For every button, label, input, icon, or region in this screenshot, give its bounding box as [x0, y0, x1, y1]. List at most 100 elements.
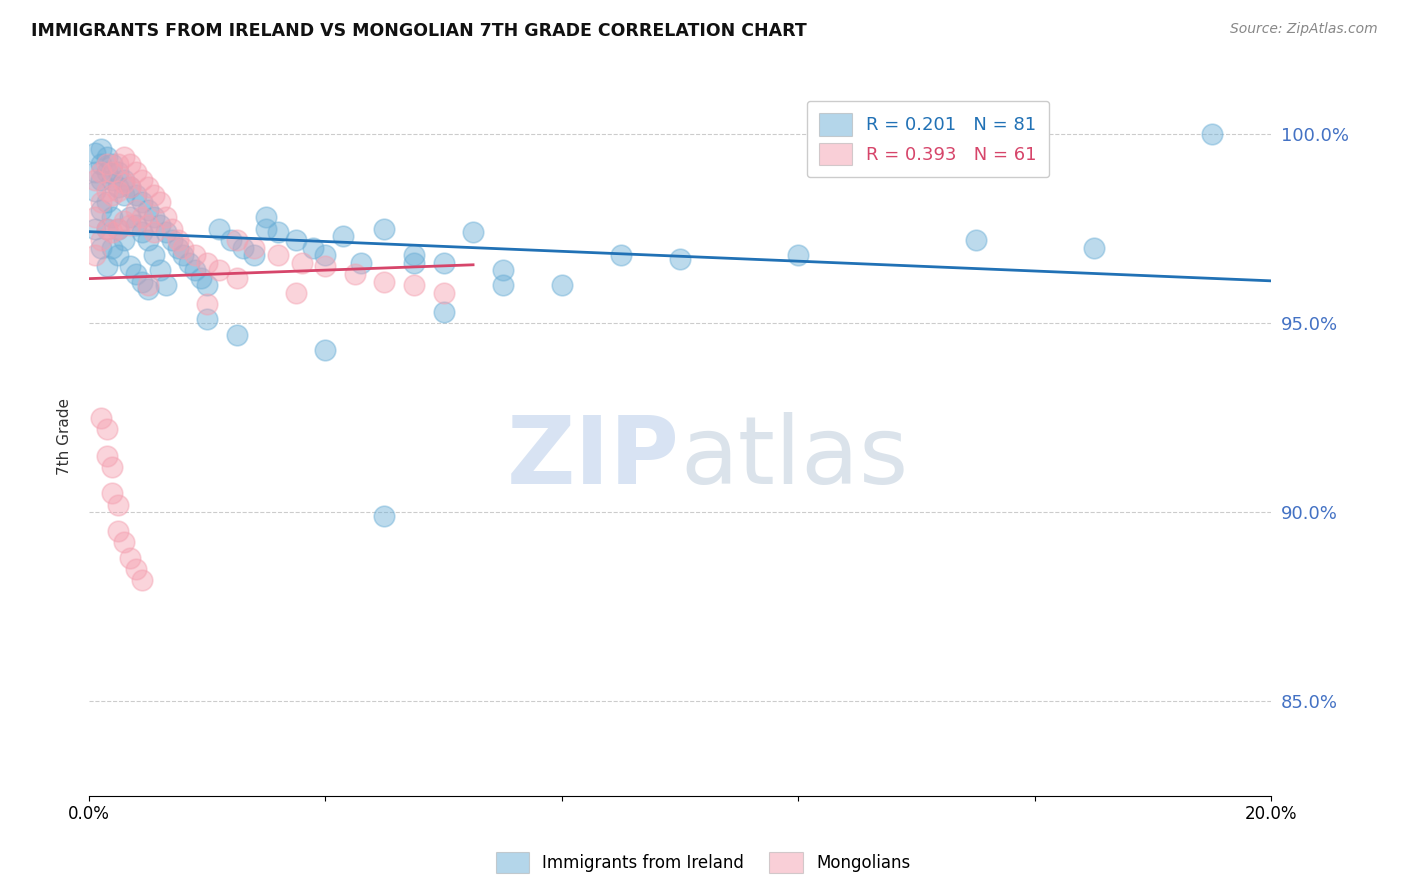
- Text: ZIP: ZIP: [508, 412, 681, 504]
- Point: [107, 157, 129, 171]
- Point: [83, 248, 105, 262]
- Point: [96, 221, 118, 235]
- Point: [101, 157, 124, 171]
- Point: [120, 180, 142, 194]
- Point: [432, 255, 454, 269]
- Point: [112, 214, 135, 228]
- Point: [96, 449, 118, 463]
- Point: [166, 241, 188, 255]
- Point: [120, 550, 142, 565]
- Point: [219, 233, 242, 247]
- Point: [107, 180, 129, 194]
- Point: [101, 187, 124, 202]
- Point: [83, 184, 105, 198]
- Point: [491, 263, 513, 277]
- Point: [101, 211, 124, 225]
- Point: [96, 150, 118, 164]
- Point: [107, 165, 129, 179]
- Point: [314, 343, 336, 357]
- Point: [120, 218, 142, 232]
- Point: [125, 202, 148, 217]
- Point: [90, 410, 112, 425]
- Point: [90, 241, 112, 255]
- Point: [83, 211, 105, 225]
- Point: [96, 157, 118, 171]
- Point: [125, 218, 148, 232]
- Point: [131, 211, 153, 225]
- Legend: Immigrants from Ireland, Mongolians: Immigrants from Ireland, Mongolians: [489, 846, 917, 880]
- Point: [243, 248, 266, 262]
- Point: [83, 146, 105, 161]
- Point: [136, 218, 159, 232]
- Point: [136, 282, 159, 296]
- Point: [965, 233, 987, 247]
- Point: [101, 241, 124, 255]
- Point: [96, 260, 118, 274]
- Point: [195, 278, 218, 293]
- Point: [90, 165, 112, 179]
- Point: [125, 562, 148, 576]
- Point: [350, 255, 373, 269]
- Point: [402, 255, 425, 269]
- Point: [149, 195, 172, 210]
- Point: [131, 574, 153, 588]
- Point: [149, 218, 172, 232]
- Point: [172, 248, 194, 262]
- Point: [96, 165, 118, 179]
- Point: [120, 260, 142, 274]
- Point: [96, 184, 118, 198]
- Point: [125, 267, 148, 281]
- Point: [225, 233, 247, 247]
- Point: [101, 486, 124, 500]
- Point: [142, 248, 165, 262]
- Point: [131, 275, 153, 289]
- Point: [149, 263, 172, 277]
- Point: [1083, 241, 1105, 255]
- Point: [1201, 127, 1223, 141]
- Text: IMMIGRANTS FROM IRELAND VS MONGOLIAN 7TH GRADE CORRELATION CHART: IMMIGRANTS FROM IRELAND VS MONGOLIAN 7TH…: [31, 22, 807, 40]
- Point: [90, 157, 112, 171]
- Point: [136, 180, 159, 194]
- Point: [131, 195, 153, 210]
- Point: [120, 157, 142, 171]
- Point: [136, 278, 159, 293]
- Point: [551, 278, 574, 293]
- Point: [112, 176, 135, 190]
- Point: [90, 172, 112, 186]
- Point: [491, 278, 513, 293]
- Point: [107, 524, 129, 538]
- Point: [90, 233, 112, 247]
- Point: [208, 263, 231, 277]
- Point: [195, 297, 218, 311]
- Point: [107, 221, 129, 235]
- Point: [136, 233, 159, 247]
- Point: [195, 255, 218, 269]
- Legend: R = 0.201   N = 81, R = 0.393   N = 61: R = 0.201 N = 81, R = 0.393 N = 61: [807, 101, 1049, 178]
- Text: atlas: atlas: [681, 412, 908, 504]
- Point: [373, 508, 395, 523]
- Point: [225, 327, 247, 342]
- Point: [160, 233, 183, 247]
- Point: [291, 255, 314, 269]
- Point: [402, 278, 425, 293]
- Point: [160, 221, 183, 235]
- Point: [432, 285, 454, 300]
- Point: [96, 422, 118, 436]
- Point: [225, 270, 247, 285]
- Point: [610, 248, 633, 262]
- Point: [125, 187, 148, 202]
- Point: [142, 211, 165, 225]
- Point: [90, 195, 112, 210]
- Point: [101, 459, 124, 474]
- Point: [131, 172, 153, 186]
- Point: [184, 248, 207, 262]
- Point: [461, 226, 484, 240]
- Point: [166, 233, 188, 247]
- Point: [120, 211, 142, 225]
- Point: [373, 221, 395, 235]
- Point: [107, 498, 129, 512]
- Point: [107, 184, 129, 198]
- Point: [112, 150, 135, 164]
- Point: [669, 252, 692, 266]
- Point: [314, 260, 336, 274]
